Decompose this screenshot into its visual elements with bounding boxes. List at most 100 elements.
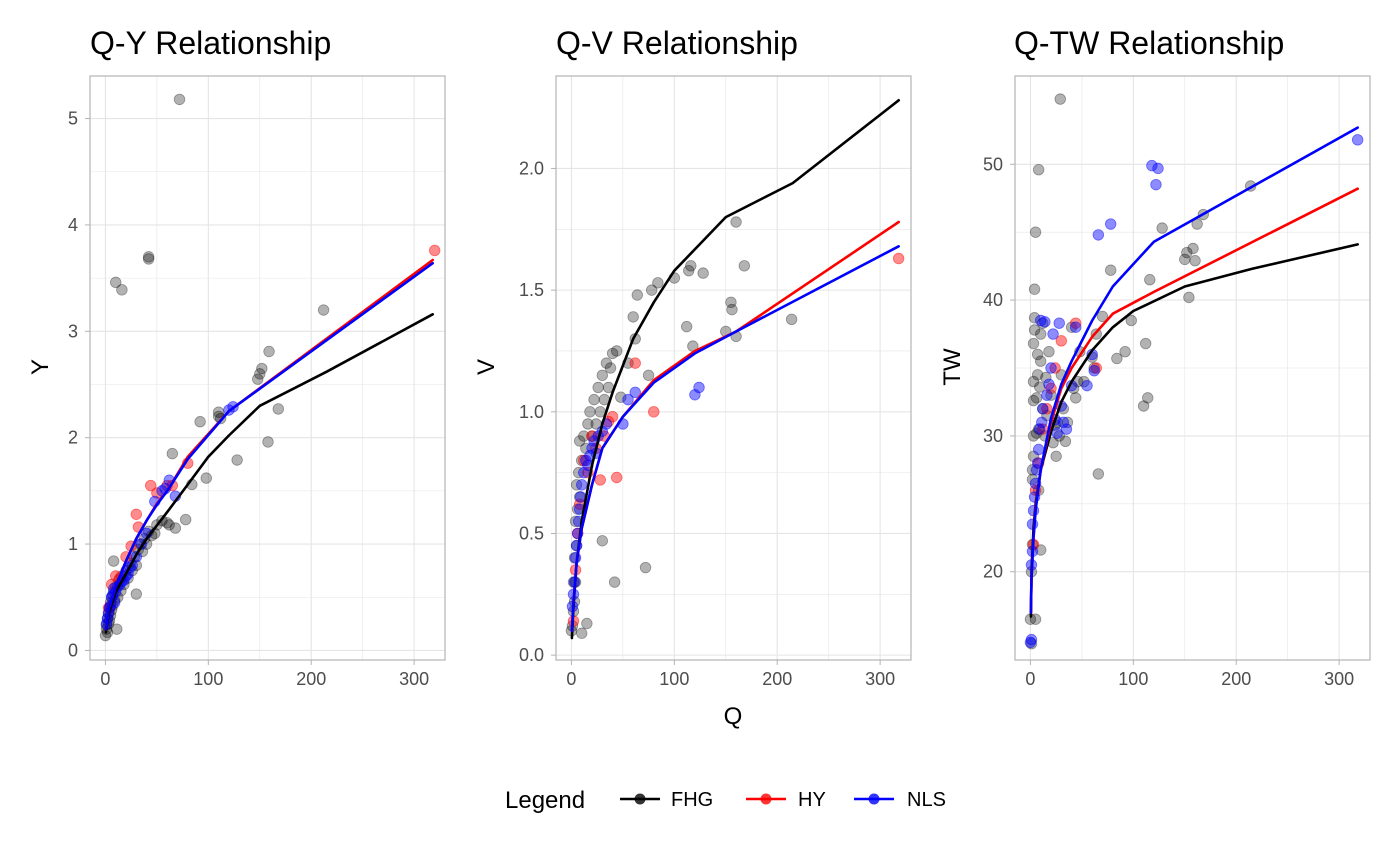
data-point-fhg — [173, 93, 186, 106]
data-point-fhg — [1189, 255, 1201, 267]
data-point-fhg — [600, 357, 613, 369]
y-tick-label: 1 — [68, 534, 78, 554]
data-point-fhg — [596, 369, 609, 382]
series-line-nls — [570, 245, 901, 633]
data-point-fhg — [604, 362, 617, 374]
data-point-fhg — [730, 216, 742, 228]
y-tick-label: 0 — [68, 640, 78, 660]
data-point-hy — [629, 357, 641, 369]
data-point-fhg — [588, 393, 600, 406]
y-tick-label: 1.0 — [519, 402, 544, 422]
data-point-fhg — [262, 436, 274, 448]
points-fhg — [1024, 93, 1257, 650]
y-axis-title: V — [473, 359, 500, 375]
data-point-fhg — [252, 373, 264, 385]
data-point-fhg — [1092, 468, 1105, 480]
data-point-fhg — [1070, 392, 1082, 404]
data-point-fhg — [169, 522, 182, 534]
data-point-fhg — [1029, 613, 1042, 625]
data-point-fhg — [738, 260, 751, 272]
data-point-fhg — [142, 251, 155, 263]
points-hy — [1027, 317, 1102, 551]
data-point-fhg — [1065, 321, 1078, 333]
data-point-fhg — [606, 347, 619, 360]
data-point-fhg — [631, 289, 643, 301]
data-point-nls — [1146, 159, 1158, 172]
plot-area: 0 100 200 300 0 1 2 3 4 5 — [68, 75, 446, 689]
data-point-fhg — [1028, 312, 1041, 324]
x-tick-label: 300 — [865, 669, 895, 689]
data-point-fhg — [1035, 355, 1047, 367]
data-point-nls — [1092, 229, 1105, 241]
y-tick-label: 5 — [68, 109, 78, 129]
data-point-fhg — [116, 284, 128, 296]
legend-entry-hy: HY — [746, 789, 826, 811]
data-point-nls — [1032, 443, 1045, 456]
data-point-fhg — [130, 588, 143, 600]
legend-key-dot — [634, 793, 646, 805]
data-point-fhg — [163, 519, 175, 531]
data-point-nls — [1041, 389, 1053, 401]
data-point-nls — [629, 386, 641, 399]
data-point-nls — [1070, 321, 1082, 333]
y-tick-label: 2 — [68, 428, 78, 448]
data-point-fhg — [263, 345, 275, 358]
x-tick-label: 100 — [1118, 669, 1148, 689]
data-point-fhg — [110, 276, 122, 289]
data-point-fhg — [615, 391, 627, 403]
x-tick-label: 300 — [399, 669, 429, 689]
series-line-nls — [1029, 126, 1359, 614]
y-tick-label: 0.5 — [519, 523, 544, 543]
legend-key-dot — [760, 793, 772, 805]
legend-key-dot — [868, 793, 880, 805]
data-point-nls — [1025, 633, 1038, 646]
data-point-fhg — [611, 345, 623, 357]
data-point-nls — [1088, 365, 1100, 377]
data-point-fhg — [642, 369, 655, 382]
panel-title: Q-Y Relationship — [90, 25, 331, 61]
data-point-fhg — [1050, 450, 1062, 462]
data-point-fhg — [683, 264, 695, 277]
data-point-nls — [1045, 362, 1057, 374]
data-point-hy — [1041, 403, 1053, 415]
data-point-fhg — [1035, 328, 1047, 340]
data-point-nls — [622, 393, 634, 406]
data-point-fhg — [685, 260, 697, 272]
data-point-fhg — [272, 403, 285, 415]
data-point-hy — [145, 479, 157, 492]
data-point-fhg — [1104, 264, 1117, 276]
data-point-fhg — [1027, 375, 1040, 388]
plot-area: 0 100 200 300 20 30 40 50 — [983, 75, 1371, 689]
y-tick-label: 4 — [68, 215, 78, 235]
y-tick-label: 40 — [983, 290, 1003, 310]
data-point-fhg — [111, 623, 123, 635]
data-point-fhg — [1111, 352, 1123, 365]
data-point-hy — [130, 508, 143, 520]
x-axis-title: Q — [724, 703, 743, 730]
data-point-nls — [1081, 379, 1093, 392]
data-point-fhg — [578, 430, 590, 442]
data-point-nls — [1043, 378, 1055, 390]
data-point-fhg — [1183, 291, 1195, 304]
legend-label-nls: NLS — [907, 789, 946, 811]
series-line-nls — [104, 261, 435, 631]
data-point-fhg — [639, 561, 652, 574]
y-tick-label: 20 — [983, 562, 1003, 582]
data-point-hy — [1049, 362, 1061, 374]
data-point-fhg — [1040, 371, 1052, 384]
plot-area: 0 100 200 300 0.0 0.5 1.0 1.5 2.0 — [519, 75, 912, 689]
data-point-hy — [648, 406, 660, 418]
data-point-fhg — [1033, 381, 1046, 393]
data-point-fhg — [1029, 226, 1042, 238]
data-point-fhg — [596, 535, 609, 547]
data-point-hy — [611, 471, 623, 484]
data-point-nls — [693, 381, 705, 394]
legend-label-hy: HY — [798, 789, 826, 811]
data-point-nls — [1037, 403, 1049, 415]
data-point-fhg — [726, 303, 738, 316]
y-tick-label: 3 — [68, 321, 78, 341]
x-tick-label: 100 — [659, 669, 689, 689]
data-point-fhg — [582, 418, 594, 430]
series-line-fhg — [104, 312, 435, 634]
